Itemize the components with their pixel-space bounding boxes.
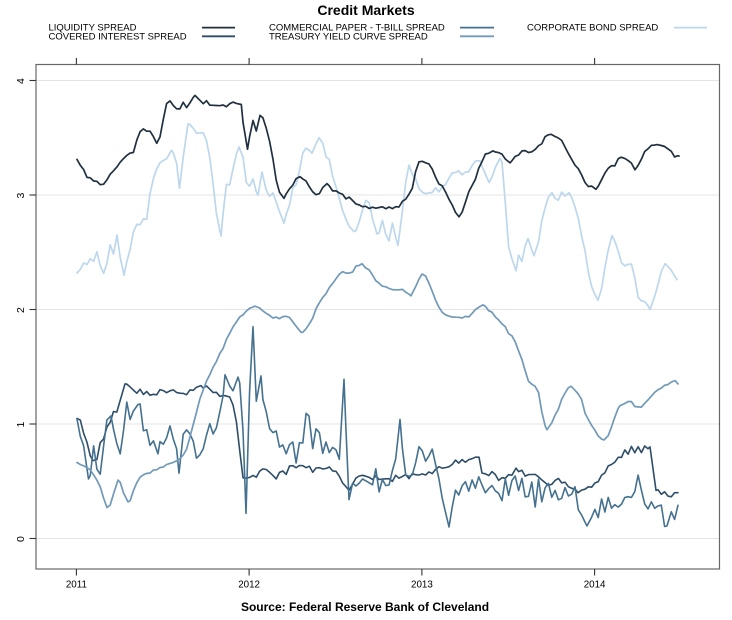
svg-text:2: 2 (15, 307, 27, 313)
svg-text:LIQUIDITY SPREAD: LIQUIDITY SPREAD (49, 23, 137, 34)
svg-text:2013: 2013 (411, 580, 433, 591)
svg-text:2014: 2014 (584, 580, 606, 591)
svg-text:Source: Federal Reserve Bank o: Source: Federal Reserve Bank of Clevelan… (241, 600, 489, 614)
svg-text:COVERED INTEREST SPREAD: COVERED INTEREST SPREAD (49, 31, 187, 42)
svg-text:3: 3 (15, 193, 27, 199)
svg-text:4: 4 (15, 78, 27, 84)
svg-text:0: 0 (15, 536, 27, 542)
svg-text:CORPORATE BOND SPREAD: CORPORATE BOND SPREAD (527, 23, 658, 34)
svg-text:Credit Markets: Credit Markets (317, 2, 414, 18)
svg-text:TREASURY YIELD CURVE SPREAD: TREASURY YIELD CURVE SPREAD (269, 31, 428, 42)
svg-text:1: 1 (15, 422, 27, 428)
svg-text:2011: 2011 (66, 580, 87, 591)
svg-text:COMMERCIAL PAPER - T-BILL SPRE: COMMERCIAL PAPER - T-BILL SPREAD (269, 23, 445, 34)
svg-text:2012: 2012 (238, 580, 260, 591)
